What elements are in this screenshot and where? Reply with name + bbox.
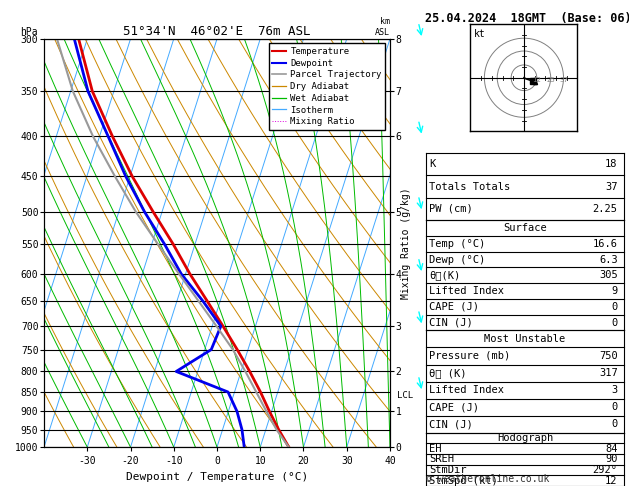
Text: Hodograph: Hodograph <box>497 433 553 443</box>
Text: Lifted Index: Lifted Index <box>429 286 504 296</box>
Text: kt: kt <box>474 29 486 38</box>
Text: 90: 90 <box>605 454 618 464</box>
Text: CAPE (J): CAPE (J) <box>429 402 479 412</box>
Text: θᴄ (K): θᴄ (K) <box>429 368 467 378</box>
Text: 84: 84 <box>605 444 618 453</box>
Text: PW (cm): PW (cm) <box>429 204 473 214</box>
Text: StmSpd (kt): StmSpd (kt) <box>429 476 498 486</box>
Text: 292°: 292° <box>593 465 618 475</box>
Text: 25: 25 <box>547 77 555 83</box>
Text: hPa: hPa <box>19 27 38 37</box>
Text: 0: 0 <box>611 402 618 412</box>
Text: 2.25: 2.25 <box>593 204 618 214</box>
Text: 25.04.2024  18GMT  (Base: 06): 25.04.2024 18GMT (Base: 06) <box>425 12 629 25</box>
Text: EH: EH <box>429 444 442 453</box>
Title: 51°34'N  46°02'E  76m ASL: 51°34'N 46°02'E 76m ASL <box>123 25 311 38</box>
Text: Lifted Index: Lifted Index <box>429 385 504 395</box>
Text: 16.6: 16.6 <box>593 239 618 249</box>
Text: CAPE (J): CAPE (J) <box>429 302 479 312</box>
Text: 37: 37 <box>605 182 618 191</box>
Text: LCL: LCL <box>397 392 413 400</box>
Text: 3: 3 <box>611 385 618 395</box>
Text: 12: 12 <box>605 476 618 486</box>
Text: Mixing Ratio (g/kg): Mixing Ratio (g/kg) <box>401 187 411 299</box>
Text: km
ASL: km ASL <box>375 17 390 37</box>
Text: θᴄ(K): θᴄ(K) <box>429 270 460 280</box>
Text: Pressure (mb): Pressure (mb) <box>429 351 510 361</box>
Text: 6.3: 6.3 <box>599 255 618 264</box>
Text: StmDir: StmDir <box>429 465 467 475</box>
Text: 37: 37 <box>559 77 568 83</box>
Text: 750: 750 <box>599 351 618 361</box>
Text: Temp (°C): Temp (°C) <box>429 239 485 249</box>
X-axis label: Dewpoint / Temperature (°C): Dewpoint / Temperature (°C) <box>126 472 308 482</box>
Text: SREH: SREH <box>429 454 454 464</box>
Text: 0: 0 <box>611 317 618 328</box>
Text: © weatheronline.co.uk: © weatheronline.co.uk <box>426 473 549 484</box>
Legend: Temperature, Dewpoint, Parcel Trajectory, Dry Adiabat, Wet Adiabat, Isotherm, Mi: Temperature, Dewpoint, Parcel Trajectory… <box>269 43 386 130</box>
Text: CIN (J): CIN (J) <box>429 317 473 328</box>
Text: 0: 0 <box>611 302 618 312</box>
Text: 18: 18 <box>605 159 618 169</box>
Text: Surface: Surface <box>503 223 547 233</box>
Text: K: K <box>429 159 435 169</box>
Text: CIN (J): CIN (J) <box>429 419 473 429</box>
Text: 305: 305 <box>599 270 618 280</box>
Text: Dewp (°C): Dewp (°C) <box>429 255 485 264</box>
Text: 12: 12 <box>532 77 541 83</box>
Text: Totals Totals: Totals Totals <box>429 182 510 191</box>
Text: 317: 317 <box>599 368 618 378</box>
Text: 9: 9 <box>611 286 618 296</box>
Text: 0: 0 <box>611 419 618 429</box>
Text: Most Unstable: Most Unstable <box>484 334 565 344</box>
